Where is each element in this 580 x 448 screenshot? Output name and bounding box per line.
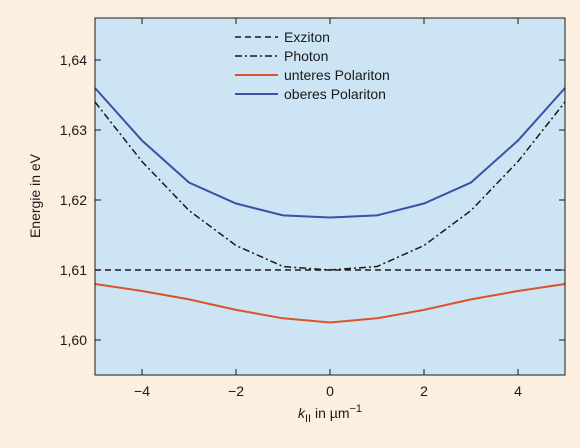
ticks xyxy=(95,18,565,375)
x-axis-label-superscript: −1 xyxy=(349,403,362,415)
series-line-oberes-polariton xyxy=(94,87,566,219)
series-layer xyxy=(94,87,566,324)
y-tick-label: 1,64 xyxy=(60,52,87,68)
legend-label-exziton: Exziton xyxy=(284,29,330,45)
y-axis-label: Energie in eV xyxy=(27,153,43,238)
plot-background xyxy=(95,18,565,375)
x-axis-label-k: k xyxy=(298,405,306,421)
legend-label-oberes-polariton: oberes Polariton xyxy=(284,86,386,102)
x-tick-label: 2 xyxy=(420,383,428,399)
x-tick-label: 4 xyxy=(514,383,522,399)
legend-label-photon: Photon xyxy=(284,48,328,64)
x-axis-label-subscript: II xyxy=(305,413,311,425)
y-tick-label: 1,61 xyxy=(60,262,87,278)
y-tick-label: 1,63 xyxy=(60,122,87,138)
x-tick-label: −2 xyxy=(228,383,244,399)
x-tick-label: 0 xyxy=(326,383,334,399)
series-line-unteres-polariton xyxy=(94,283,566,324)
x-axis-label: kII in µm−1 xyxy=(298,403,362,425)
tick-labels: −4 −2 0 2 4 1,60 1,61 1,62 1,63 1,64 xyxy=(60,52,522,399)
x-tick-label: −4 xyxy=(134,383,150,399)
x-axis-label-unit: in µm xyxy=(311,405,349,421)
legend: Exziton Photon unteres Polariton oberes Pol… xyxy=(235,29,390,102)
y-tick-label: 1,62 xyxy=(60,192,87,208)
legend-label-unteres-polariton: unteres Polariton xyxy=(284,67,390,83)
series-line-photon xyxy=(94,101,566,271)
plot-frame xyxy=(94,17,566,376)
y-tick-label: 1,60 xyxy=(60,332,87,348)
